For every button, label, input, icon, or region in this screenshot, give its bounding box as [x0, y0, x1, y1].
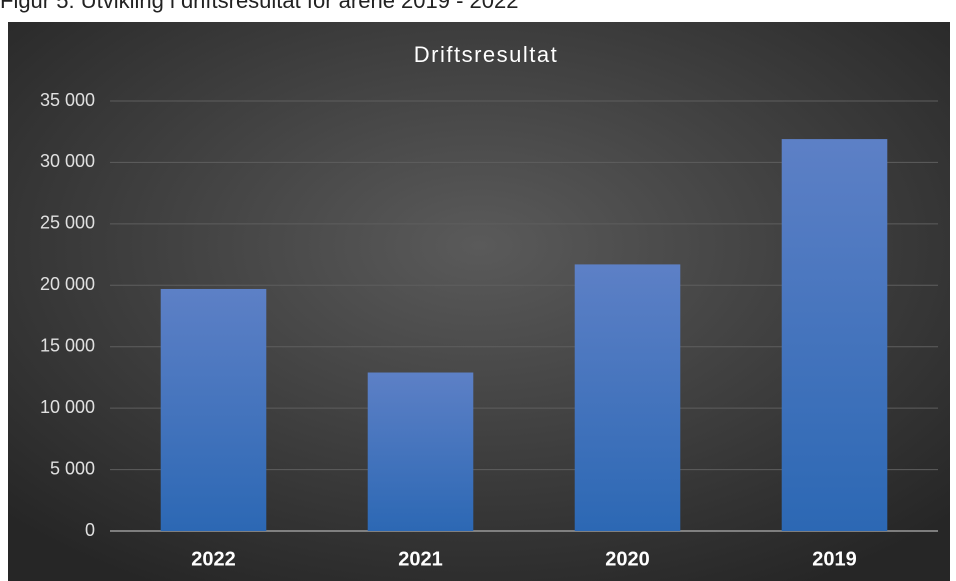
y-tick-label: 10 000: [40, 397, 95, 417]
x-tick-label: 2021: [398, 548, 443, 570]
y-tick-label: 15 000: [40, 335, 95, 355]
bar: [574, 264, 681, 531]
y-tick-label: 0: [85, 520, 95, 540]
x-tick-label: 2022: [191, 548, 236, 570]
bar: [160, 288, 267, 531]
y-tick-label: 30 000: [40, 151, 95, 171]
bar: [367, 372, 474, 531]
x-tick-label: 2019: [812, 548, 857, 570]
y-tick-label: 5 000: [50, 458, 95, 478]
y-tick-label: 35 000: [40, 90, 95, 110]
y-tick-label: 20 000: [40, 274, 95, 294]
caption: Figur 5: Utvikling i driftsresultat for …: [0, 0, 519, 13]
x-tick-label: 2020: [605, 548, 650, 570]
y-tick-label: 25 000: [40, 213, 95, 233]
chart-title: Driftsresultat: [414, 42, 558, 67]
bar: [781, 139, 888, 532]
